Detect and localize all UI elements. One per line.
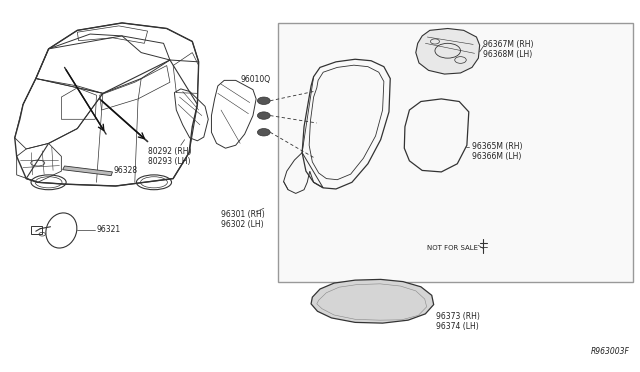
Text: 96321: 96321 — [97, 225, 120, 234]
Text: R963003F: R963003F — [591, 347, 630, 356]
Text: 96367M (RH)
96368M (LH): 96367M (RH) 96368M (LH) — [483, 39, 533, 59]
Circle shape — [257, 97, 270, 105]
Text: 96373 (RH)
96374 (LH): 96373 (RH) 96374 (LH) — [436, 312, 480, 331]
Circle shape — [257, 129, 270, 136]
Text: 96301 (RH)
96302 (LH): 96301 (RH) 96302 (LH) — [221, 210, 265, 230]
Polygon shape — [311, 279, 434, 323]
Text: 96010Q: 96010Q — [240, 75, 270, 84]
Text: 80292 (RH)
80293 (LH): 80292 (RH) 80293 (LH) — [148, 147, 191, 167]
Text: 96328: 96328 — [114, 166, 138, 174]
Text: 96365M (RH)
96366M (LH): 96365M (RH) 96366M (LH) — [472, 141, 522, 161]
Circle shape — [257, 112, 270, 119]
Polygon shape — [416, 29, 479, 74]
Polygon shape — [63, 166, 113, 176]
FancyBboxPatch shape — [278, 23, 633, 282]
Text: NOT FOR SALE: NOT FOR SALE — [428, 245, 478, 251]
